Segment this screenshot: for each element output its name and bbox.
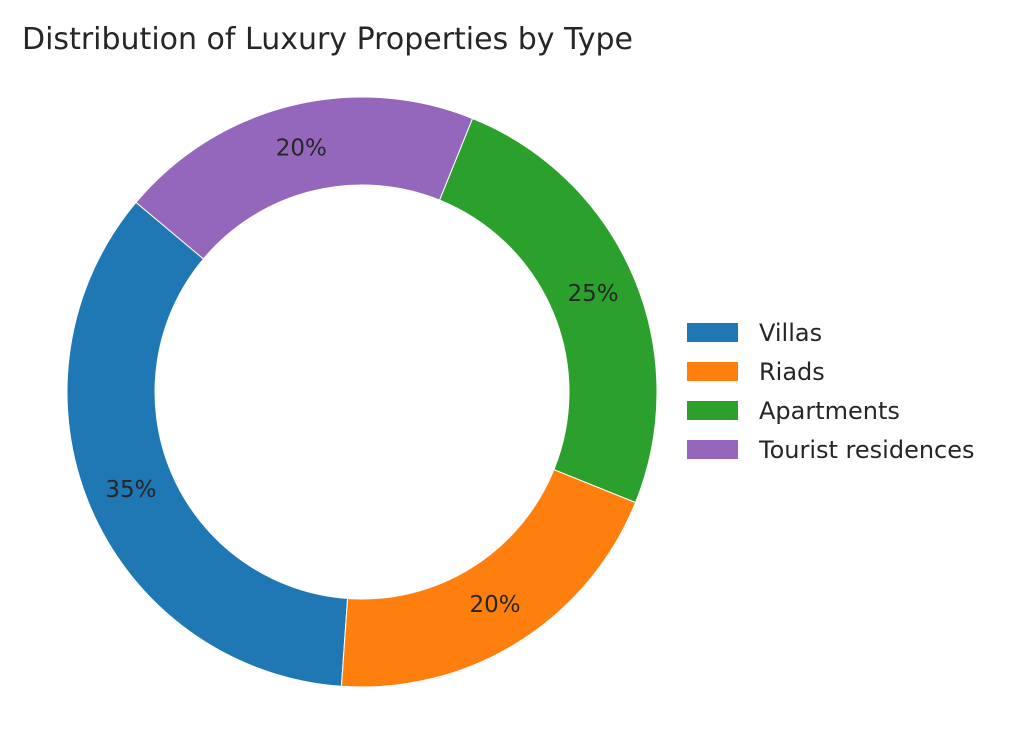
donut-percent-labels: 35% 20% 25% 20%	[105, 135, 618, 617]
legend-label-tourist-residences: Tourist residences	[759, 435, 975, 464]
legend-item-apartments: Apartments	[687, 391, 975, 430]
legend-swatch-apartments	[687, 401, 738, 420]
slice-apartments	[438, 117, 658, 504]
donut-slices	[66, 96, 658, 688]
legend-item-tourist-residences: Tourist residences	[687, 430, 975, 469]
slice-riads	[340, 468, 637, 688]
slice-villas	[66, 201, 349, 687]
legend-swatch-riads	[687, 362, 738, 381]
chart-legend: Villas Riads Apartments Tourist residenc…	[687, 313, 975, 469]
pct-label-tourist-residences: 20%	[276, 135, 327, 161]
pct-label-apartments: 25%	[567, 281, 618, 307]
slice-tourist-residences	[135, 96, 474, 260]
legend-item-villas: Villas	[687, 313, 975, 352]
pct-label-riads: 20%	[469, 592, 520, 618]
chart-title: Distribution of Luxury Properties by Typ…	[22, 22, 633, 57]
legend-swatch-villas	[687, 323, 738, 342]
legend-label-apartments: Apartments	[759, 396, 900, 425]
legend-swatch-tourist-residences	[687, 440, 738, 459]
legend-label-villas: Villas	[759, 318, 823, 347]
pct-label-villas: 35%	[105, 477, 156, 503]
legend-item-riads: Riads	[687, 352, 975, 391]
legend-label-riads: Riads	[759, 357, 825, 386]
